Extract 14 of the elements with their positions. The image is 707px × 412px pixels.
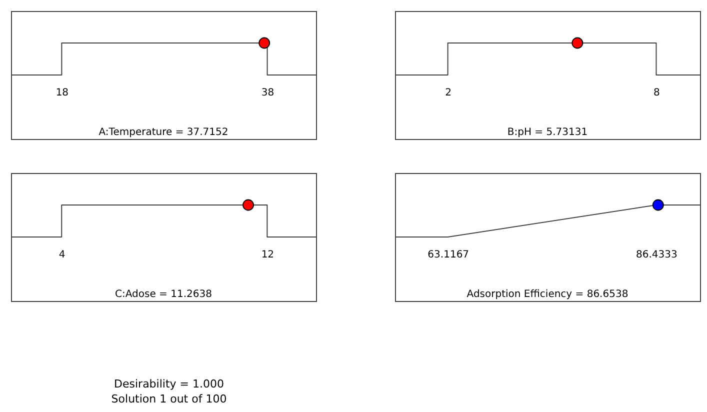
x-tick-label: 18 [56, 88, 69, 98]
x-tick-label: 38 [261, 88, 274, 98]
x-tick-label: 86.4333 [636, 250, 678, 260]
x-tick-label: 2 [445, 88, 452, 98]
x-axis-title: B:pH = 5.73131 [507, 127, 588, 138]
x-tick-label: 4 [58, 250, 66, 260]
x-tick-label: 12 [261, 250, 274, 260]
text: Desirability = 1.000 [114, 378, 224, 390]
x-axis-title: C:Adose = 11.2638 [115, 289, 212, 300]
x-tick-label: 8 [654, 88, 660, 98]
x-tick-label: 63.1167 [428, 250, 470, 260]
x-axis-title: Adsorption Efficiency = 86.6538 [466, 289, 628, 300]
x-axis-title: A:Temperature = 37.7152 [98, 127, 228, 138]
text: Solution 1 out of 100 [111, 392, 227, 406]
